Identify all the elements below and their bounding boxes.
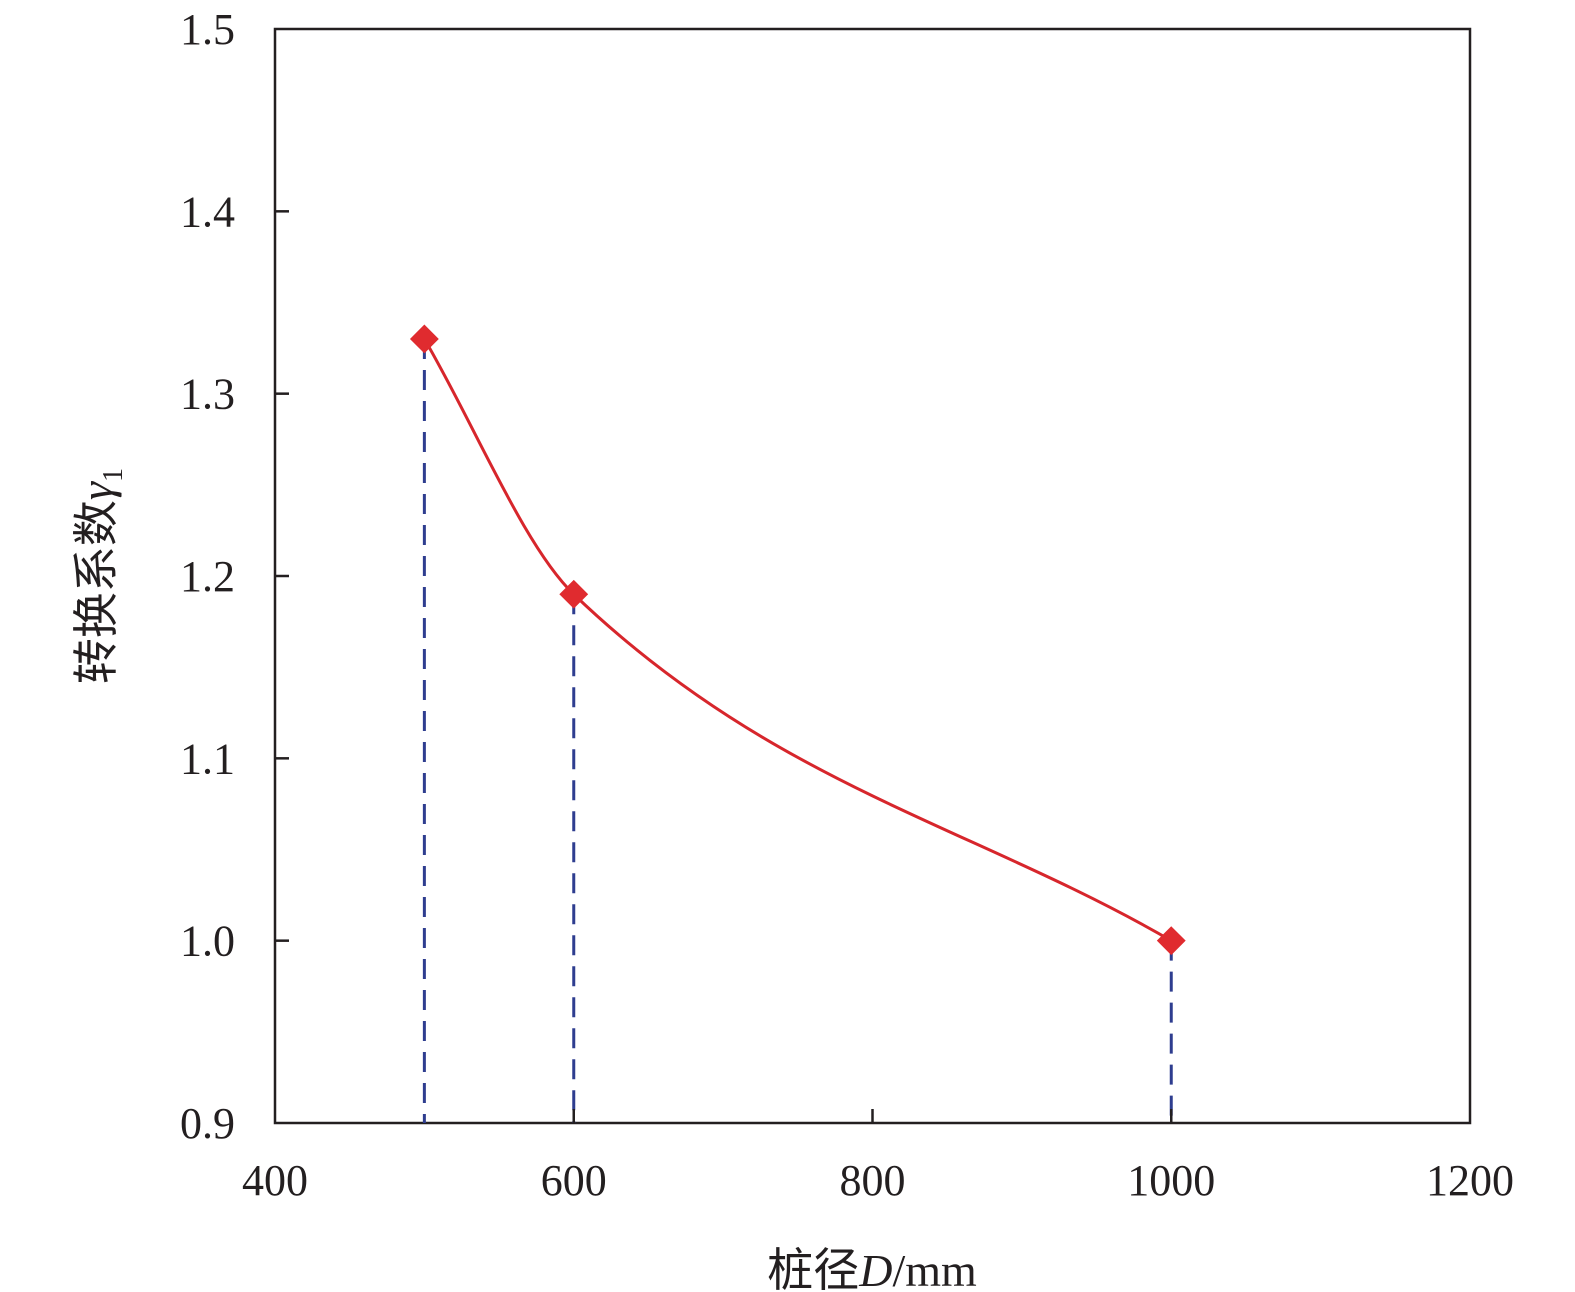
x-axis: 400 600 800 1000 1200 [242, 1109, 1514, 1205]
series [423, 338, 1173, 942]
y-axis-title: 转换系数γ1 [71, 468, 129, 684]
y-axis: 0.9 1.0 1.1 1.2 1.3 1.4 1.5 [180, 5, 289, 1148]
y-tick-label: 1.1 [180, 734, 235, 783]
y-tick-label: 1.2 [180, 552, 235, 601]
data-point [559, 579, 589, 609]
y-tick-label: 1.4 [180, 187, 235, 236]
plot-area [273, 27, 1472, 1125]
series-line [423, 338, 1173, 942]
y-tick-label: 1.0 [180, 917, 235, 966]
data-point [1156, 926, 1186, 956]
x-axis-title-variable: D [858, 1245, 892, 1292]
x-tick-label: 1000 [1127, 1156, 1215, 1205]
x-tick-label: 1200 [1426, 1156, 1514, 1205]
x-tick-label: 600 [541, 1156, 607, 1205]
x-tick-label: 400 [242, 1156, 308, 1205]
data-point [409, 324, 439, 354]
x-axis-title: 桩径D/mm [767, 1245, 977, 1292]
y-tick-label: 1.3 [180, 370, 235, 419]
x-tick-label: 800 [840, 1156, 906, 1205]
x-axis-title-unit: /mm [892, 1245, 977, 1292]
drop-lines [422, 338, 1173, 1123]
markers [409, 324, 1186, 956]
x-axis-title-prefix: 桩径 [767, 1245, 859, 1292]
y-axis-title-prefix: 转换系数 [71, 500, 122, 684]
y-tick-label: 1.5 [180, 5, 235, 54]
y-axis-title-variable: γ [71, 480, 122, 500]
y-axis-title-subscript: 1 [98, 468, 129, 482]
y-tick-label: 0.9 [180, 1099, 235, 1148]
